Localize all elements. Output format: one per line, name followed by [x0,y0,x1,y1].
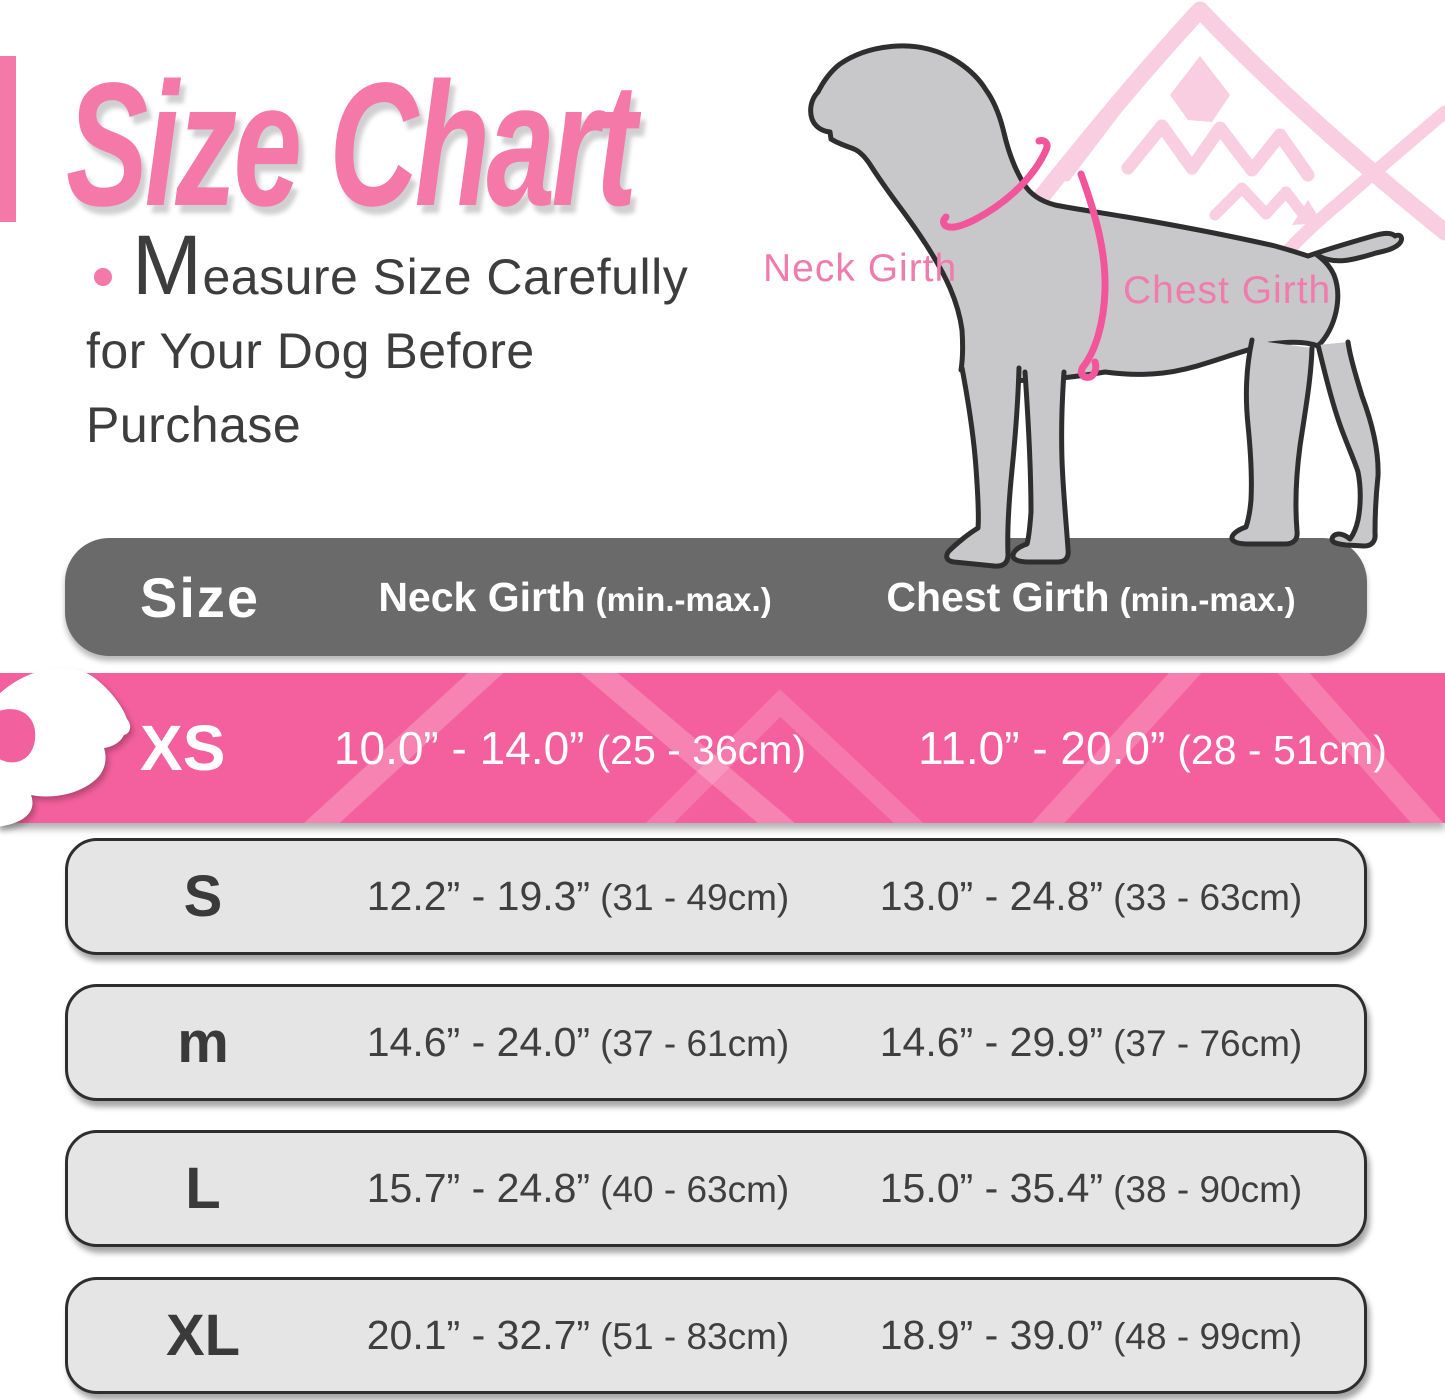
xl-chest-inches: 18.9” - 39.0” [879,1312,1104,1358]
xs-neck-girth: 10.0” - 14.0” (25 - 36cm) [280,721,860,775]
note-line-2: for Your Dog Before [86,323,535,379]
neck-girth-line [940,137,1051,231]
dog-measurement-diagram: Neck Girth Chest Girth [763,1,1445,569]
xs-row-content: XS 10.0” - 14.0” (25 - 36cm) 11.0” - 20.0… [0,673,1445,823]
l-neck-girth: 15.7” - 24.8” (40 - 63cm) [338,1165,818,1212]
bullet-icon [94,267,112,286]
s-chest-girth: 13.0” - 24.8” (33 - 63cm) [818,873,1364,920]
xs-neck-cm: (25 - 36cm) [596,727,807,773]
table-row-l: L 15.7” - 24.8” (40 - 63cm) 15.0” - 35.4”… [65,1130,1367,1247]
table-row-s: S 12.2” - 19.3” (31 - 49cm) 13.0” - 24.8”… [65,838,1367,955]
xs-neck-inches: 10.0” - 14.0” [333,722,585,774]
xs-size-label: XS [140,712,226,784]
accent-bar [0,56,16,222]
xl-chest-cm: (48 - 99cm) [1113,1316,1303,1357]
m-chest-cm: (37 - 76cm) [1113,1023,1303,1064]
measure-note: Measure Size Carefully for Your Dog Befo… [86,223,726,462]
m-neck-girth: 14.6” - 24.0” (37 - 61cm) [338,1019,818,1066]
s-chest-cm: (33 - 63cm) [1113,877,1303,918]
dog-head-icon [0,668,131,827]
xl-neck-cm: (51 - 83cm) [600,1316,790,1357]
s-neck-girth: 12.2” - 19.3” (31 - 49cm) [338,873,818,920]
table-header: Size Neck Girth (min.-max.) Chest Girth (m… [65,538,1367,656]
page-title: Size Chart [66,47,637,243]
table-row-xl: XL 20.1” - 32.7” (51 - 83cm) 18.9” - 39.0… [65,1277,1367,1394]
note-line-3: Purchase [86,397,302,453]
table-row-xs: XS 10.0” - 14.0” (25 - 36cm) 11.0” - 20.0… [0,668,1445,827]
l-chest-girth: 15.0” - 35.4” (38 - 90cm) [818,1165,1364,1212]
m-size-label: m [177,1010,229,1075]
header-neck-range: (min.-max.) [595,580,772,618]
m-chest-inches: 14.6” - 29.9” [879,1019,1104,1065]
neck-girth-label: Neck Girth [763,247,957,290]
note-lead-letter: M [132,218,203,312]
l-size-label: L [185,1156,221,1221]
xl-neck-girth: 20.1” - 32.7” (51 - 83cm) [338,1312,818,1359]
s-chest-inches: 13.0” - 24.8” [879,873,1104,919]
note-line-1-text: easure Size Carefully [202,249,689,305]
header-neck-girth: Neck Girth (min.-max.) [335,574,815,621]
m-neck-inches: 14.6” - 24.0” [366,1019,591,1065]
header-size: Size [139,565,261,629]
m-chest-girth: 14.6” - 29.9” (37 - 76cm) [818,1019,1364,1066]
xl-neck-inches: 20.1” - 32.7” [366,1312,591,1358]
header-chest-girth: Chest Girth (min.-max.) [815,574,1367,621]
xs-chest-inches: 11.0” - 20.0” [918,722,1166,774]
xl-size-label: XL [165,1303,241,1368]
header-neck-label: Neck Girth [378,573,586,620]
xl-chest-girth: 18.9” - 39.0” (48 - 99cm) [818,1312,1364,1359]
l-neck-inches: 15.7” - 24.8” [366,1165,591,1211]
s-neck-inches: 12.2” - 19.3” [366,873,591,919]
note-line-1: Measure Size Carefully [86,223,726,314]
s-size-label: S [183,864,223,929]
xs-chest-cm: (28 - 51cm) [1177,727,1387,773]
s-neck-cm: (31 - 49cm) [600,877,790,918]
band-watermark [304,673,1444,823]
l-chest-cm: (38 - 90cm) [1113,1169,1303,1210]
chest-girth-line [1077,170,1109,381]
header-chest-label: Chest Girth [886,573,1110,620]
m-neck-cm: (37 - 61cm) [600,1023,790,1064]
l-chest-inches: 15.0” - 35.4” [879,1165,1104,1211]
table-row-m: m 14.6” - 24.0” (37 - 61cm) 14.6” - 29.9”… [65,984,1367,1101]
chest-girth-label: Chest Girth [1123,269,1331,312]
l-neck-cm: (40 - 63cm) [600,1169,790,1210]
dog-silhouette [808,43,1404,569]
mountain-watermark-icon [989,1,1445,283]
header-chest-range: (min.-max.) [1119,580,1296,618]
xs-chest-girth: 11.0” - 20.0” (28 - 51cm) [860,721,1445,775]
